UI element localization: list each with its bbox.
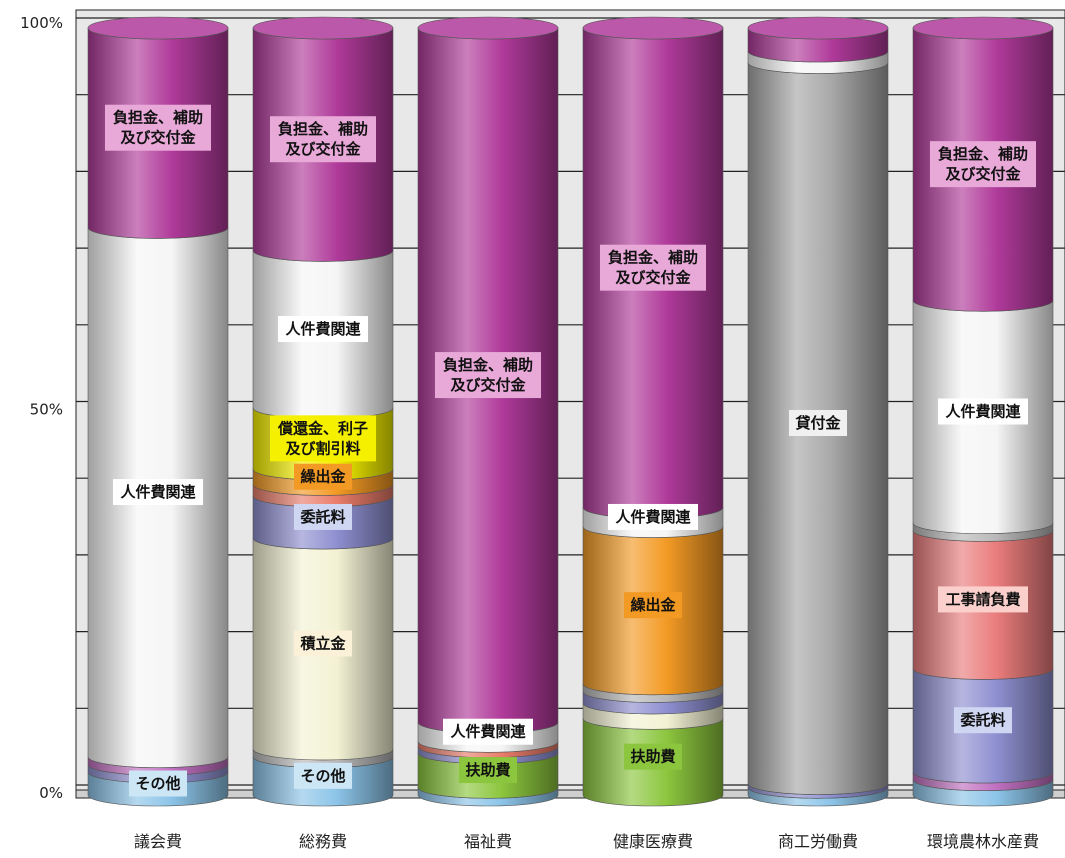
x-tick-label: 議会費: [134, 832, 182, 851]
bar-top-cap: [912, 16, 1054, 40]
segment-label: 貸付金: [789, 410, 847, 437]
segment-label-text: 及び交付金: [285, 140, 361, 158]
segment-label-text: 扶助費: [630, 748, 675, 766]
segment-label: 扶助費: [459, 757, 517, 784]
segment-label-bg: [129, 770, 187, 797]
segment-label: 人件費関連: [113, 479, 203, 506]
segment-label-bg: [294, 503, 352, 530]
y-tick-label: 50%: [30, 401, 63, 419]
segment-label-bg: [954, 707, 1012, 734]
segment-label-text: 負担金、補助: [938, 145, 1028, 163]
segment-label-text: 人件費関連: [945, 403, 1021, 421]
segment-label: 積立金: [294, 630, 352, 657]
segment-label: 委託料: [294, 503, 352, 530]
bar-column: 貸付金: [747, 16, 889, 807]
bar-top-cap: [252, 16, 394, 40]
segment-label: その他: [294, 762, 352, 789]
bar-top-cap: [747, 16, 889, 40]
segment-label-text: 及び割引料: [285, 439, 360, 457]
segment-label-text: その他: [300, 767, 345, 785]
segment-label-bg: [624, 743, 682, 770]
segment-label-text: 及び交付金: [615, 269, 691, 287]
segment-label-text: 委託料: [960, 711, 1005, 729]
segment-label-bg: [600, 244, 706, 291]
y-axis: 0% 50% 100%: [20, 14, 63, 802]
segment-label-text: 積立金: [299, 635, 346, 653]
segment-label-text: 人件費関連: [120, 483, 196, 501]
segment-label-text: 人件費関連: [450, 723, 526, 741]
chart-wall: [75, 9, 1065, 799]
segment-label-text: 負担金、補助: [443, 356, 533, 374]
x-axis: 議会費 総務費 福祉費 健康医療費 商工労働費 環境農林水産費: [134, 832, 1039, 851]
segment-label-text: 負担金、補助: [608, 249, 698, 267]
segment-label-bg: [624, 592, 682, 619]
segment-label-bg: [930, 141, 1036, 188]
segment-label: 人件費関連: [443, 718, 533, 745]
segment-label-text: 扶助費: [465, 761, 510, 779]
segment-label-bg: [608, 503, 698, 530]
segment-label: 扶助費: [624, 743, 682, 770]
segment-label-bg: [294, 762, 352, 789]
segment-label: 人件費関連: [938, 398, 1028, 425]
segment-label-text: 繰出金: [300, 468, 346, 486]
segment-label-text: その他: [135, 774, 180, 792]
segment-label-text: 人件費関連: [285, 320, 361, 338]
segment-label-text: 貸付金: [795, 414, 841, 432]
segment-label-bg: [938, 398, 1028, 425]
gridlines: [76, 17, 1065, 786]
segment-label: 委託料: [954, 707, 1012, 734]
segment-label-bg: [113, 479, 203, 506]
y-tick-label: 0%: [39, 784, 63, 802]
segment-label-text: 人件費関連: [615, 508, 691, 526]
segment-label-text: 及び交付金: [120, 129, 196, 147]
segment-label: 繰出金: [624, 592, 682, 619]
segment-label-text: 繰出金: [630, 596, 676, 614]
segment-label: その他: [129, 770, 187, 797]
segment-label-text: 及び交付金: [945, 165, 1021, 183]
segment-label-text: 負担金、補助: [113, 109, 203, 127]
x-tick-label: 福祉費: [464, 832, 512, 851]
segment-label-bg: [435, 352, 541, 399]
bars: その他人件費関連負担金、補助及び交付金その他積立金委託料繰出金償還金、利子及び割…: [87, 16, 1054, 807]
y-tick-label: 100%: [20, 14, 63, 32]
segment-label: 繰出金: [294, 463, 352, 490]
x-tick-label: 商工労働費: [778, 832, 858, 851]
x-tick-label: 総務費: [299, 832, 347, 851]
segment-label-bg: [270, 116, 376, 163]
x-tick-label: 環境農林水産費: [927, 832, 1039, 851]
segment-label: 人件費関連: [608, 503, 698, 530]
segment-label-text: 工事請負費: [945, 590, 1020, 608]
segment-label-bg: [294, 630, 352, 657]
bar-top-cap: [417, 16, 559, 40]
segment-label-bg: [459, 757, 517, 784]
segment-label-bg: [789, 410, 847, 437]
x-tick-label: 健康医療費: [613, 832, 693, 851]
segment-label-text: 及び交付金: [450, 376, 526, 394]
segment-label-bg: [278, 316, 368, 343]
bar-top-cap: [582, 16, 724, 40]
segment-label-bg: [270, 415, 376, 462]
segment-label: 工事請負費: [938, 586, 1028, 613]
bar-top-cap: [87, 16, 229, 40]
segment-label-bg: [105, 104, 211, 151]
segment-label-bg: [294, 463, 352, 490]
segment-label-text: 委託料: [300, 508, 345, 526]
segment-label-text: 負担金、補助: [278, 120, 368, 138]
segment-label-text: 償還金、利子: [277, 419, 368, 437]
segment-label: 人件費関連: [278, 316, 368, 343]
segment-label-bg: [443, 718, 533, 745]
segment-label-bg: [938, 586, 1028, 613]
